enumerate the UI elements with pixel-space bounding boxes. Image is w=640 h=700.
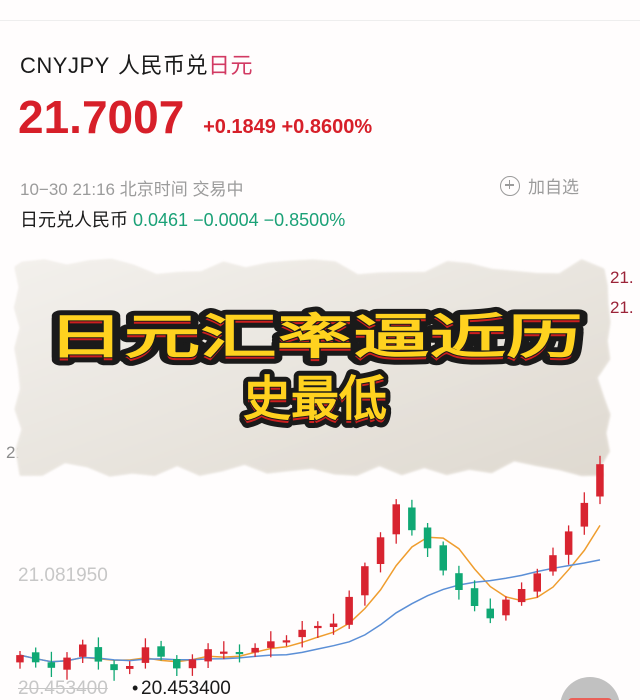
- svg-text:日元汇率逼近历: 日元汇率逼近历: [48, 311, 583, 364]
- svg-text:史最低: 史最低: [243, 373, 387, 426]
